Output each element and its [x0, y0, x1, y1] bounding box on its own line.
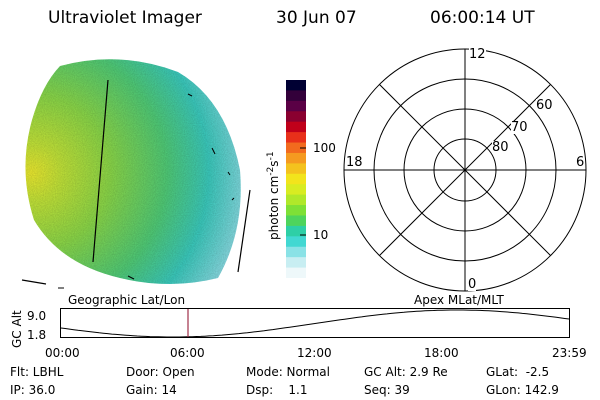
- colorbar-band: [286, 132, 306, 144]
- scan-line-icon: [92, 79, 109, 263]
- colorbar-band: [286, 215, 306, 227]
- colorbar-tick-10: 10: [313, 228, 329, 242]
- colorbar-band: [286, 152, 306, 164]
- mlt-label-18: 18: [346, 155, 363, 170]
- status-dsp: Dsp: 1.1: [246, 383, 308, 397]
- mlt-label-0: 0: [468, 277, 477, 292]
- apex-label: Apex MLat/MLT: [414, 293, 504, 307]
- alt-tick-low: 1.8: [27, 328, 47, 342]
- time-tick-1200: 12:00: [297, 346, 332, 360]
- colorbar-unit-label: photon cm-2s-1: [266, 151, 281, 240]
- colorbar-band: [286, 100, 306, 112]
- colorbar-band: [286, 142, 306, 154]
- colorbar-band: [286, 121, 306, 133]
- colorbar-band: [286, 111, 306, 123]
- status-glon: GLon: 142.9: [486, 383, 559, 397]
- magnetic-polar-grid: [343, 48, 587, 292]
- mlt-label-6: 6: [576, 155, 585, 170]
- colorbar-band: [286, 267, 306, 278]
- status-filter: Flt: LBHL: [10, 365, 64, 379]
- time-tick-1800: 18:00: [424, 346, 459, 360]
- observation-date: 30 Jun 07: [276, 8, 357, 28]
- mlat-label-70: 70: [511, 120, 528, 135]
- mlat-label-60: 60: [536, 98, 553, 113]
- colorbar-tick-100: 100: [313, 141, 336, 155]
- orbit-altitude-plot: [60, 308, 570, 338]
- status-ip: IP: 36.0: [10, 383, 56, 397]
- altitude-plot-frame: [60, 308, 570, 338]
- intensity-colorbar: [286, 80, 306, 278]
- colorbar-band: [286, 236, 306, 248]
- status-mode: Mode: Normal: [246, 365, 330, 379]
- observation-time: 06:00:14 UT: [430, 8, 535, 28]
- colorbar-band: [286, 173, 306, 185]
- time-tick-0000: 00:00: [45, 346, 80, 360]
- altitude-curve: [60, 309, 570, 338]
- status-door: Door: Open: [126, 365, 195, 379]
- status-gain: Gain: 14: [126, 383, 177, 397]
- colorbar-band: [286, 163, 306, 175]
- uv-imager-disk: [21, 59, 251, 289]
- colorbar-band: [286, 184, 306, 196]
- geographic-label: Geographic Lat/Lon: [68, 293, 186, 307]
- colorbar-band: [286, 80, 306, 91]
- time-tick-0600: 06:00: [170, 346, 205, 360]
- alt-tick-high: 9.0: [27, 309, 47, 323]
- status-gc-alt: GC Alt: 2.9 Re: [364, 365, 448, 379]
- status-seq: Seq: 39: [364, 383, 410, 397]
- colorbar-band: [286, 90, 306, 102]
- time-tick-2359: 23:59: [552, 346, 587, 360]
- colorbar-band: [286, 246, 306, 258]
- colorbar-band: [286, 257, 306, 269]
- status-glat: GLat: -2.5: [486, 365, 550, 379]
- colorbar-band: [286, 225, 306, 237]
- mlat-label-80: 80: [492, 140, 509, 155]
- mlt-label-12: 12: [469, 47, 486, 62]
- colorbar-band: [286, 194, 306, 206]
- limb-line-icon: [237, 189, 251, 273]
- colorbar-band: [286, 205, 306, 216]
- instrument-title: Ultraviolet Imager: [48, 8, 202, 28]
